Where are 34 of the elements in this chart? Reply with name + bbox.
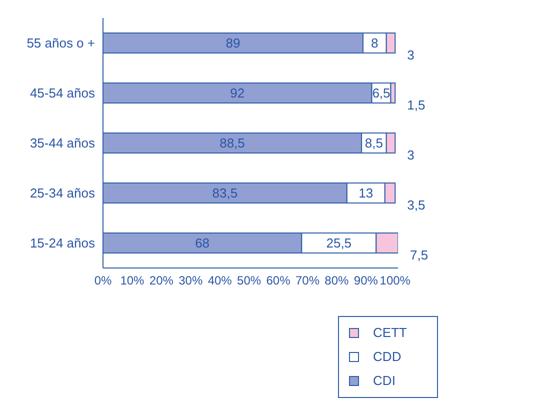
data-label: 92 [230,86,245,100]
data-label: 88,5 [220,136,245,150]
x-tick-label: 70% [295,274,320,288]
y-tick-label: 15-24 años [30,236,96,251]
data-label: 68 [195,236,210,250]
x-tick-label: 90% [354,274,378,288]
y-tick-label: 25-34 años [30,186,96,201]
data-label: 83,5 [212,186,238,200]
x-tick-label: 20% [149,274,174,288]
data-label: 7,5 [410,248,428,262]
y-tick-label: 35-44 años [30,136,96,151]
data-label: 13 [358,186,374,200]
x-tick-label: 60% [266,274,291,288]
x-tick-label: 50% [237,274,262,288]
legend-label: CETT [373,324,407,342]
data-label: 3 [407,148,414,162]
data-label: 1,5 [407,98,426,112]
x-tick-label: 0% [94,274,112,288]
data-label: 3 [407,48,414,62]
x-tick-label: 10% [120,274,145,288]
x-tick-label: 30% [178,274,203,288]
x-tick-label: 80% [324,274,350,288]
y-tick-label: 55 años o + [26,36,95,51]
legend-label: CDI [373,372,396,390]
data-label: 25,5 [326,236,352,250]
data-label: 8 [371,36,378,50]
data-label: 8,5 [364,136,383,150]
data-label: 3,5 [407,198,426,212]
legend-label: CDD [373,348,402,366]
data-label: 89 [226,36,240,50]
x-tick-label: 40% [208,274,232,288]
y-tick-label: 45-54 años [30,86,96,101]
x-tick-label: 100% [380,274,411,288]
data-label: 6,5 [372,86,390,100]
